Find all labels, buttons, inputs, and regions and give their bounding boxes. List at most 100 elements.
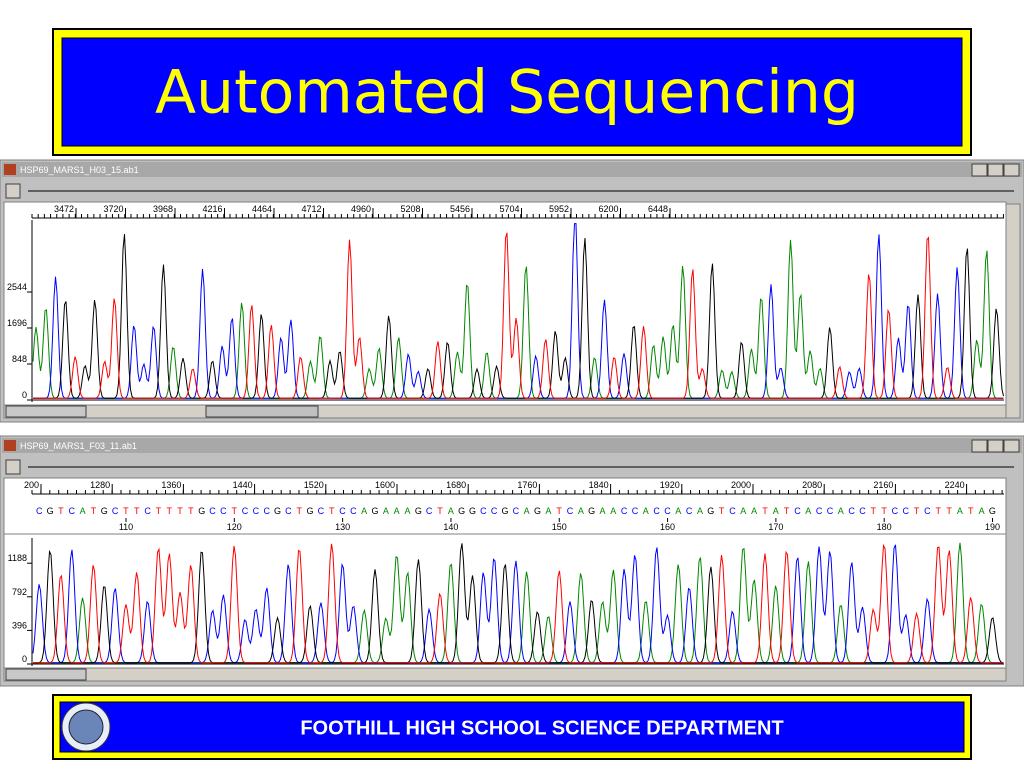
base-letter: A: [838, 506, 844, 516]
base-letter: C: [144, 506, 151, 516]
base-letter: C: [68, 506, 75, 516]
ruler-label: 4712: [301, 204, 321, 214]
base-letter: C: [242, 506, 249, 516]
base-letter: C: [816, 506, 823, 516]
base-letter: G: [274, 506, 281, 516]
position-label: 160: [660, 522, 675, 532]
window-button-close[interactable]: [1003, 439, 1020, 453]
y-tick-label: 0: [22, 390, 27, 400]
base-letter: T: [556, 506, 562, 516]
ruler-label: 1280: [90, 480, 110, 490]
base-letter: A: [578, 506, 584, 516]
window-button-close[interactable]: [1003, 163, 1020, 177]
ruler-label: 2240: [945, 480, 965, 490]
base-letter: C: [859, 506, 866, 516]
base-letter: C: [664, 506, 671, 516]
base-letter: C: [794, 506, 801, 516]
window-button-max[interactable]: [987, 163, 1004, 177]
base-letter: T: [914, 506, 920, 516]
base-letter: A: [957, 506, 963, 516]
base-letter: C: [339, 506, 346, 516]
base-letter: C: [36, 506, 43, 516]
base-letter: G: [534, 506, 541, 516]
title-bar: [2, 162, 1022, 177]
base-letter: T: [177, 506, 183, 516]
base-letter: A: [675, 506, 681, 516]
base-letter: C: [491, 506, 498, 516]
ruler-label: 200: [24, 480, 39, 490]
ruler-label: 1600: [375, 480, 395, 490]
ruler-label: 6200: [598, 204, 618, 214]
school-emblem-inner: [68, 709, 104, 745]
base-letter: A: [448, 506, 454, 516]
ruler-label: 6448: [648, 204, 668, 214]
view-buttons[interactable]: [5, 405, 87, 418]
base-letter: G: [501, 506, 508, 516]
slide-title: Automated Sequencing: [155, 58, 859, 128]
base-letter: C: [318, 506, 325, 516]
base-letter: G: [588, 506, 595, 516]
base-letter: T: [871, 506, 877, 516]
base-letter: C: [480, 506, 487, 516]
base-letter: T: [91, 506, 97, 516]
base-letter: C: [924, 506, 931, 516]
ruler-label: 1760: [517, 480, 537, 490]
ruler-label: 5456: [450, 204, 470, 214]
window-title: HSP69_MARS1_H03_15.ab1: [20, 165, 139, 175]
base-letter: T: [188, 506, 194, 516]
base-letter: A: [524, 506, 530, 516]
base-letter: C: [253, 506, 260, 516]
base-letter: C: [848, 506, 855, 516]
ruler-label: 5704: [499, 204, 519, 214]
base-letter: C: [112, 506, 119, 516]
base-letter: T: [762, 506, 768, 516]
ruler-label: 4960: [351, 204, 371, 214]
base-letter: G: [372, 506, 379, 516]
base-letter: G: [707, 506, 714, 516]
base-letter: A: [405, 506, 411, 516]
base-letter: C: [567, 506, 574, 516]
base-letter: C: [903, 506, 910, 516]
base-letter: A: [979, 506, 985, 516]
window-button-max[interactable]: [987, 439, 1004, 453]
base-letter: C: [209, 506, 216, 516]
title-bar: [2, 438, 1022, 453]
window-button-min[interactable]: [971, 163, 988, 177]
ruler-label: 3720: [103, 204, 123, 214]
base-letter: C: [686, 506, 693, 516]
base-letter: C: [426, 506, 433, 516]
plot-area: [3, 201, 1007, 406]
view-buttons[interactable]: [5, 668, 87, 681]
trace-T: [33, 543, 1004, 664]
ruler-label: 2080: [802, 480, 822, 490]
title-box: [61, 37, 963, 147]
ruler-label: 4216: [202, 204, 222, 214]
base-letter: T: [329, 506, 335, 516]
position-label: 120: [227, 522, 242, 532]
lock-button[interactable]: [5, 459, 21, 475]
base-letter: C: [285, 506, 292, 516]
ruler-label: 2160: [873, 480, 893, 490]
base-letter: A: [610, 506, 616, 516]
lock-button[interactable]: [5, 183, 21, 199]
trace-T: [33, 232, 1004, 399]
h-scrollbar: [3, 667, 1007, 682]
scroll-thumb[interactable]: [205, 405, 319, 418]
base-letter: C: [263, 506, 270, 516]
base-letter: T: [58, 506, 64, 516]
base-letter: G: [101, 506, 108, 516]
y-tick-label: 396: [12, 620, 27, 630]
window-button-min[interactable]: [971, 439, 988, 453]
base-letter: A: [773, 506, 779, 516]
position-label: 170: [768, 522, 783, 532]
base-letter: T: [166, 506, 172, 516]
base-letter: A: [805, 506, 811, 516]
base-letter: T: [936, 506, 942, 516]
base-letter: C: [350, 506, 357, 516]
trace-C: [32, 544, 1004, 664]
ruler-label: 1840: [589, 480, 609, 490]
position-label: 130: [335, 522, 350, 532]
base-letter: C: [220, 506, 227, 516]
base-letter: T: [968, 506, 974, 516]
